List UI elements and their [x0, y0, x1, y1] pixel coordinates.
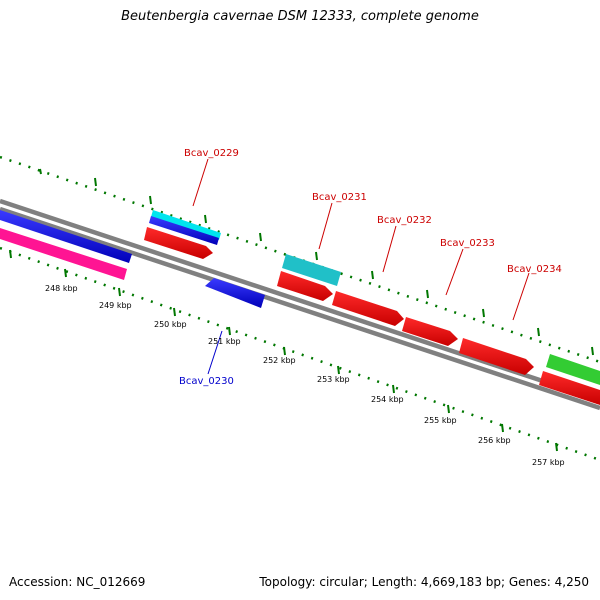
rna-feature[interactable]: [151, 210, 221, 240]
outer-tick-ring: [0, 155, 600, 364]
gene-label-bcav-0234[interactable]: Bcav_0234: [507, 264, 562, 275]
outer-major-tick: [39, 168, 42, 175]
gene-bcav-0233-arrow[interactable]: [402, 317, 458, 346]
inner-tick-dots: [0, 246, 600, 462]
gene-bcav-0229-arrow[interactable]: [149, 216, 219, 245]
gene-bcav-0230-arrow[interactable]: [205, 278, 265, 308]
topology-text: Topology: circular; Length: 4,669,183 bp…: [259, 575, 589, 589]
genome-backbone: [0, 198, 600, 411]
scale-label: 257 kbp: [532, 458, 565, 467]
gene-bcav-0234-arrow[interactable]: [459, 338, 534, 375]
leader-line: [382, 225, 397, 273]
gene-label-bcav-0233[interactable]: Bcav_0233: [440, 238, 495, 249]
outer-major-tick: [94, 177, 97, 187]
outer-major-tick: [315, 251, 318, 261]
scale-labels: 248 kbp 249 kbp 250 kbp 251 kbp 252 kbp …: [45, 284, 565, 467]
gene-label-bcav-0229[interactable]: Bcav_0229: [184, 148, 239, 159]
forward-gene-arrow[interactable]: [0, 228, 127, 280]
leader-line: [192, 158, 209, 207]
backbone-line: [0, 204, 600, 405]
outer-major-tick: [204, 214, 207, 224]
inner-major-tick: [555, 442, 558, 452]
inner-major-tick: [64, 268, 67, 278]
outer-major-tick: [482, 308, 485, 318]
scale-label: 255 kbp: [424, 416, 457, 425]
backbone-line: [0, 198, 600, 403]
inner-major-tick: [173, 307, 176, 317]
scale-label: 252 kbp: [263, 356, 296, 365]
map-title: Beutenbergia cavernae DSM 12333, complet…: [121, 9, 479, 24]
scale-label: 253 kbp: [317, 375, 350, 384]
inner-major-tick: [337, 365, 340, 375]
leader-line: [207, 330, 223, 375]
outer-major-tick: [591, 346, 594, 356]
inner-major-tick: [447, 404, 450, 414]
inner-major-tick: [501, 423, 504, 433]
forward-gene-arrow[interactable]: [539, 371, 600, 405]
gene-label-bcav-0230[interactable]: Bcav_0230: [179, 376, 234, 387]
backbone-line: [0, 206, 600, 411]
forward-gene-arrow[interactable]: [144, 227, 213, 259]
scale-label: 250 kbp: [154, 320, 187, 329]
leader-line: [512, 272, 530, 321]
accession-text: Accession: NC_012669: [9, 575, 146, 589]
gene-labels: Bcav_0229 Bcav_0231 Bcav_0232 Bcav_0233 …: [179, 148, 562, 387]
outer-major-tick: [426, 289, 429, 299]
inner-major-tick: [228, 326, 231, 336]
gene-label-bcav-0232[interactable]: Bcav_0232: [377, 215, 432, 226]
gene-bcav-0231-feature[interactable]: [282, 254, 341, 286]
reverse-gene-arrow[interactable]: [0, 210, 132, 263]
inner-major-tick: [283, 346, 286, 356]
green-gene-feature[interactable]: [546, 354, 600, 385]
leader-line: [318, 202, 333, 250]
scale-label: 254 kbp: [371, 395, 404, 404]
inner-major-tick: [392, 384, 395, 394]
scale-label: 248 kbp: [45, 284, 78, 293]
gene-bcav-0232-arrow[interactable]: [332, 291, 404, 326]
leader-line: [445, 248, 464, 296]
outer-major-tick: [371, 270, 374, 280]
label-leaders: [192, 158, 530, 375]
inner-major-tick: [9, 249, 12, 259]
scale-label: 249 kbp: [99, 301, 132, 310]
inner-tick-ring: [0, 246, 600, 462]
outer-major-tick: [537, 327, 540, 337]
scale-label: 251 kbp: [208, 337, 241, 346]
outer-major-tick: [259, 232, 262, 242]
gene-features: [0, 210, 600, 405]
outer-major-tick: [149, 195, 152, 205]
gene-bcav-0231-arrow[interactable]: [277, 271, 333, 301]
scale-label: 256 kbp: [478, 436, 511, 445]
gene-label-bcav-0231[interactable]: Bcav_0231: [312, 192, 367, 203]
inner-major-tick: [118, 287, 121, 297]
